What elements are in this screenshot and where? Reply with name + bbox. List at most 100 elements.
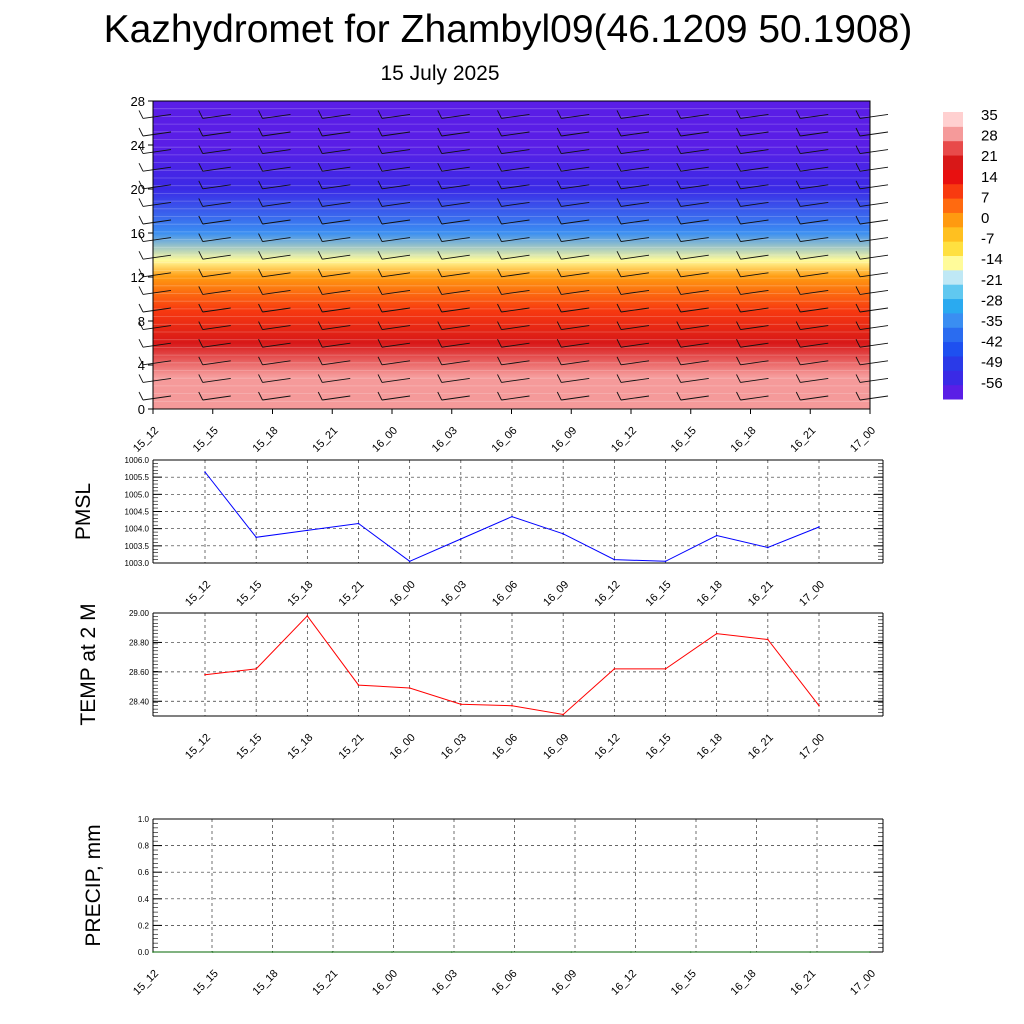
colorbar-cell: [943, 384, 963, 400]
colorbar-cell: [943, 298, 963, 314]
wind-barb: [676, 321, 709, 331]
wind-barb-shaft: [322, 342, 351, 348]
wind-barb-flag: [497, 268, 502, 278]
wind-barb: [795, 233, 829, 243]
wind-barb-shaft: [859, 184, 889, 190]
wind-barb-flag: [556, 162, 562, 172]
wind-barb: [138, 321, 172, 331]
wind-barb-flag: [556, 303, 562, 313]
colorbar-label: -7: [981, 231, 994, 248]
wind-barb: [317, 250, 351, 260]
colorbar-label: 28: [981, 128, 998, 145]
wind-barb-flag: [377, 391, 383, 401]
wind-barb-flag: [258, 286, 263, 295]
wind-barb-flag: [736, 250, 741, 260]
x-tick-label: 16_03: [430, 425, 460, 455]
wind-barb: [437, 180, 470, 190]
wind-barb-shaft: [262, 219, 291, 225]
wind-barb-flag: [556, 145, 562, 154]
wind-barb-flag: [736, 233, 741, 242]
wind-barb-shaft: [740, 237, 769, 243]
wind-barb-shaft: [680, 307, 709, 313]
wind-barb-flag: [317, 286, 323, 295]
wind-barb: [437, 250, 470, 260]
wind-barb: [795, 250, 829, 260]
x-tick-label: 15_12: [131, 425, 161, 455]
wind-barb-flag: [497, 250, 502, 260]
x-tick-label: 16_12: [592, 732, 622, 762]
x-tick-label: 16_09: [541, 579, 571, 609]
wind-barb: [676, 162, 709, 172]
wind-barb: [377, 162, 411, 172]
wind-barb: [497, 356, 530, 366]
wind-barb-flag: [736, 110, 741, 119]
wind-barb: [198, 321, 231, 331]
wind-barb-flag: [258, 321, 263, 330]
wind-barb-flag: [138, 338, 144, 348]
colorbar-label: -56: [981, 375, 1003, 392]
x-tick-label: 17_00: [797, 579, 827, 609]
wind-barb: [258, 127, 291, 137]
wind-barb-shaft: [561, 325, 590, 331]
wind-barb-flag: [497, 180, 502, 190]
wind-barb-flag: [497, 338, 502, 348]
wind-barb-flag: [437, 338, 443, 348]
wind-barb-shaft: [501, 237, 530, 243]
wind-barb: [138, 180, 172, 190]
wind-barb: [437, 268, 470, 278]
y-tick-label: 20: [131, 182, 145, 197]
x-tick-label: 16_06: [490, 579, 520, 609]
x-tick-label: 16_09: [549, 968, 579, 998]
wind-barb-shaft: [800, 201, 829, 207]
wind-barb-flag: [437, 356, 443, 366]
wind-barb: [437, 215, 470, 225]
wind-barb-shaft: [620, 219, 650, 225]
wind-barb-shaft: [441, 307, 470, 313]
wind-barb: [437, 233, 470, 243]
x-tick-label: 16_03: [430, 968, 460, 998]
wind-barb: [616, 338, 650, 348]
wind-barb-shaft: [142, 219, 172, 225]
wind-barb-shaft: [620, 360, 650, 366]
wind-barb-shaft: [142, 184, 172, 190]
wind-barb: [258, 268, 291, 278]
precipitation-point: [152, 951, 154, 953]
wind-barb: [855, 110, 889, 119]
wind-barb-shaft: [740, 131, 769, 137]
wind-barb-flag: [138, 303, 144, 313]
wind-barb-flag: [616, 374, 622, 383]
wind-barb: [377, 145, 411, 155]
wind-barb-shaft: [859, 113, 889, 119]
wind-barb: [317, 110, 351, 119]
x-tick-label: 15_21: [310, 968, 340, 998]
wind-barb-flag: [437, 391, 443, 401]
wind-barb-flag: [497, 127, 502, 137]
wind-barb-shaft: [800, 184, 829, 190]
wind-barb: [676, 215, 709, 225]
y-tick-label: 1003.0: [125, 559, 150, 568]
wind-barb: [616, 180, 650, 190]
wind-barb-flag: [258, 268, 263, 278]
wind-barb: [317, 356, 351, 366]
wind-barb-flag: [855, 250, 861, 260]
wind-barb-flag: [616, 110, 622, 119]
wind-barb-shaft: [142, 237, 172, 243]
wind-barb-flag: [198, 215, 204, 225]
wind-barb-flag: [138, 145, 144, 154]
wind-barb-flag: [616, 215, 622, 225]
x-tick-label: 16_21: [788, 425, 818, 455]
x-tick-label: 15_18: [285, 732, 315, 762]
wind-barb-flag: [198, 338, 204, 348]
colorbar-cell: [943, 255, 963, 271]
wind-barb: [676, 198, 709, 207]
wind-barb: [377, 286, 411, 295]
wind-barb: [616, 145, 650, 155]
wind-barb-shaft: [620, 113, 650, 119]
wind-barb-flag: [556, 286, 562, 295]
colorbar-cell: [943, 284, 963, 300]
wind-barb-shaft: [740, 325, 769, 331]
wind-barb-flag: [855, 374, 861, 383]
wind-barb: [736, 145, 769, 155]
wind-barb: [138, 145, 172, 155]
wind-barb: [317, 145, 351, 155]
